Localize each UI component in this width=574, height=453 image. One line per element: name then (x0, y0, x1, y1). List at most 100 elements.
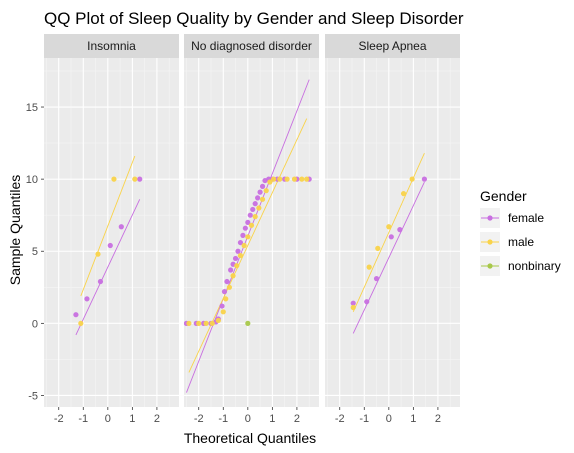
qq-point-male (270, 176, 277, 182)
x-tick-label: -1 (78, 413, 88, 425)
qq-point-male (248, 222, 255, 228)
qq-point-female (255, 195, 261, 201)
qq-point-female (242, 225, 248, 231)
legend-key-point (487, 239, 493, 245)
y-tick-label: -5 (28, 390, 38, 402)
x-tick-label: 0 (105, 413, 111, 425)
x-tick-label: -2 (335, 413, 345, 425)
qq-point-female (221, 289, 228, 295)
panel-data (184, 79, 312, 393)
qq-point-nonbinary (245, 320, 251, 326)
gridlines (184, 58, 319, 407)
qq-point-male (237, 252, 244, 259)
y-tick-label: 5 (32, 246, 38, 258)
x-tick-label: -1 (218, 413, 228, 425)
legend-label: nonbinary (508, 259, 561, 273)
x-tick-label: 1 (269, 413, 275, 425)
qq-point-female (421, 176, 428, 182)
qq-point-male (78, 320, 84, 326)
qq-point-female (219, 303, 225, 309)
legend-title: Gender (480, 188, 527, 204)
x-tick-label: -1 (359, 413, 369, 425)
qq-point-female (107, 242, 113, 249)
qq-point-male (400, 190, 407, 197)
facet-strip-label: Sleep Apnea (358, 39, 426, 53)
qq-point-female (73, 312, 79, 318)
qq-point-male (366, 264, 372, 270)
qq-point-male (215, 317, 221, 324)
qq-point-male (186, 320, 192, 326)
y-axis-ticks: -5 0 5 10 15 (26, 102, 44, 402)
facet-panels: Insomnia -2 -1 0 1 2 No diagnosed disorder -2 -1… (44, 34, 460, 425)
legend: Gender female male nonbinary (480, 188, 561, 276)
qq-point-female (232, 255, 239, 262)
y-tick-label: 10 (26, 174, 38, 186)
gridlines (325, 58, 460, 407)
x-tick-label: 2 (294, 413, 300, 425)
qq-point-female (252, 201, 258, 207)
x-tick-label: 2 (435, 413, 441, 425)
qq-point-male (375, 245, 381, 251)
qq-point-female (118, 224, 124, 230)
facet-panel-no-diagnosed-disorder: No diagnosed disorder -2 -1 0 1 2 (184, 34, 319, 425)
qq-point-male (267, 179, 273, 185)
legend-key-point (487, 263, 493, 269)
qq-point-male (234, 263, 240, 269)
qq-point-female (237, 239, 244, 246)
facet-panel-insomnia: Insomnia -2 -1 0 1 2 (44, 34, 179, 425)
qq-point-male (220, 309, 226, 315)
qq-point-male (132, 176, 138, 182)
legend-label: male (508, 235, 534, 249)
qq-point-male (245, 234, 251, 240)
qq-point-male (350, 304, 356, 311)
y-tick-label: 0 (32, 318, 38, 330)
facet-strip-label: Insomnia (87, 39, 136, 53)
qq-line-male (80, 155, 136, 297)
x-tick-label: -2 (194, 413, 204, 425)
x-tick-label: 1 (129, 413, 135, 425)
qq-point-female (137, 176, 143, 182)
qq-point-male (299, 176, 305, 182)
facet-strip (184, 34, 319, 58)
qq-point-female (84, 296, 90, 302)
qq-point-male (196, 320, 202, 326)
panel-background (44, 58, 179, 407)
x-axis-title: Theoretical Quantiles (184, 430, 316, 446)
qq-point-male (304, 176, 310, 182)
facet-strip-label: No diagnosed disorder (191, 39, 312, 53)
qq-point-female (388, 234, 394, 240)
qq-point-male (277, 176, 283, 182)
x-axis-ticks: -2 -1 0 1 2 (54, 407, 160, 425)
qq-point-male (252, 214, 258, 220)
qq-point-male (284, 176, 290, 182)
x-tick-label: 1 (410, 413, 416, 425)
qq-point-male (409, 176, 415, 182)
x-tick-label: 0 (386, 413, 392, 425)
qq-point-male (263, 188, 269, 194)
qq-point-female (247, 212, 253, 218)
legend-label: female (508, 211, 544, 225)
gridlines (44, 58, 179, 407)
legend-key-point (487, 215, 493, 221)
legend-entry-nonbinary: nonbinary (480, 256, 561, 276)
qq-point-female (397, 227, 403, 233)
x-tick-label: 2 (154, 413, 160, 425)
qq-point-male (230, 273, 236, 279)
panel-data (73, 155, 143, 336)
qq-point-male (386, 224, 392, 230)
x-axis-ticks: -2 -1 0 1 2 (194, 407, 300, 425)
qq-point-female (224, 278, 230, 285)
facet-panel-sleep-apnea: Sleep Apnea -2 -1 0 1 2 (325, 34, 460, 425)
x-axis-ticks: -2 -1 0 1 2 (335, 407, 441, 425)
qq-line-female (75, 199, 141, 336)
y-axis-title: Sample Quantiles (7, 175, 23, 286)
chart-title: QQ Plot of Sleep Quality by Gender and S… (44, 9, 464, 28)
qq-line-male (188, 118, 308, 373)
legend-entry-female: female (480, 208, 544, 228)
qq-point-female (97, 278, 104, 285)
qq-point-female (257, 189, 263, 195)
qq-point-male (259, 196, 266, 202)
qq-point-female (259, 183, 266, 189)
qq-point-male (291, 176, 298, 182)
